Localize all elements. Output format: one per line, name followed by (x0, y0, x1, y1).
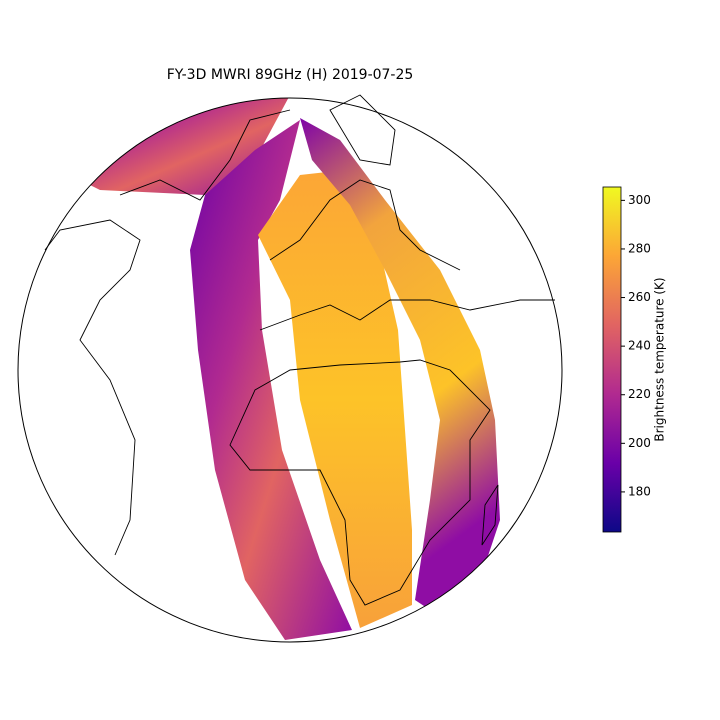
map-title: FY-3D MWRI 89GHz (H) 2019-07-25 (167, 67, 414, 83)
colorbar-tick-label: 260 (628, 290, 651, 304)
colorbar-label: Brightness temperature (K) (653, 277, 667, 441)
swath (258, 170, 412, 628)
swath (190, 120, 352, 640)
colorbar-tick-label: 280 (628, 241, 651, 255)
colorbar-tick-label: 220 (628, 387, 651, 401)
globe-outline (17, 97, 563, 643)
colorbar-tick-label: 200 (628, 436, 651, 450)
colorbar: 180 200 220 240 260 280 300 Brightness temperat… (602, 186, 667, 533)
swath (300, 118, 500, 610)
coastlines (44, 94, 555, 606)
colorbar-tick-label: 240 (628, 339, 651, 353)
swath (60, 98, 290, 195)
colorbar-tick-label: 300 (628, 193, 651, 207)
satellite-swaths (60, 98, 500, 640)
colorbar-tick-label: 180 (628, 484, 651, 498)
colorbar-fill (602, 186, 622, 533)
